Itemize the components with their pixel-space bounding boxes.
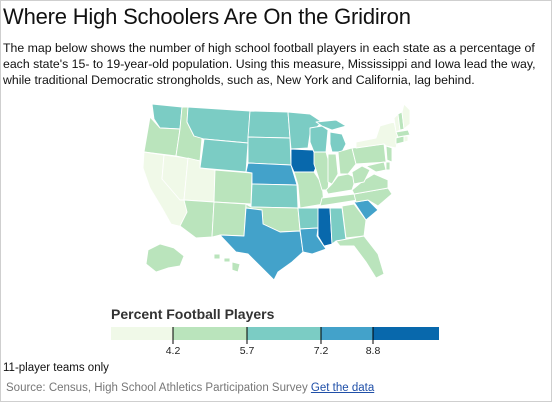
state-hi-2[interactable]	[223, 257, 231, 263]
state-ri[interactable]	[403, 135, 409, 143]
state-hi-1[interactable]	[213, 253, 221, 260]
legend-title: Percent Football Players	[111, 306, 275, 322]
state-mi[interactable]	[329, 131, 347, 153]
state-de[interactable]	[385, 161, 391, 171]
legend-tick-label-4: 8.8	[366, 345, 381, 355]
state-wi[interactable]	[309, 125, 329, 153]
graphic-title: Where High Schoolers Are On the Gridiron	[3, 4, 411, 29]
legend-tick-label-1: 4.2	[166, 345, 181, 355]
legend-swatch-2	[173, 327, 247, 340]
legend-tick-label-3: 7.2	[314, 345, 329, 355]
state-co[interactable]	[213, 169, 253, 205]
get-the-data-link[interactable]: Get the data	[310, 382, 375, 394]
state-me[interactable]	[401, 104, 410, 130]
state-ks[interactable]	[250, 183, 299, 209]
state-nj[interactable]	[385, 145, 393, 163]
state-il[interactable]	[313, 151, 331, 191]
state-ny[interactable]	[355, 121, 399, 149]
state-tx[interactable]	[219, 207, 304, 280]
state-fl[interactable]	[335, 235, 385, 279]
footnote: 11-player teams only	[3, 362, 109, 374]
state-ar[interactable]	[297, 207, 321, 230]
state-mn[interactable]	[287, 111, 323, 150]
state-nd[interactable]	[247, 110, 291, 139]
legend-swatch-3	[247, 327, 321, 340]
source-line: Source: Census, High School Athletics Pa…	[6, 382, 374, 394]
state-wv[interactable]	[351, 165, 371, 185]
state-ky[interactable]	[325, 173, 357, 195]
state-ms[interactable]	[317, 207, 333, 247]
state-ma[interactable]	[395, 129, 410, 138]
graphic-description: The map below shows the number of high s…	[3, 41, 536, 87]
state-ak[interactable]	[145, 243, 185, 273]
state-in[interactable]	[327, 153, 339, 185]
state-hi-3[interactable]	[231, 261, 241, 273]
legend-swatch-1	[111, 327, 173, 340]
state-wy[interactable]	[199, 138, 249, 173]
state-ga[interactable]	[341, 203, 367, 239]
state-az[interactable]	[179, 199, 215, 239]
us-choropleth-map	[142, 104, 410, 280]
state-sd[interactable]	[247, 136, 292, 166]
legend-swatch-4	[321, 327, 373, 340]
state-oh[interactable]	[337, 147, 357, 175]
state-mi-up[interactable]	[315, 119, 347, 131]
state-nm[interactable]	[211, 201, 247, 238]
state-ne[interactable]	[245, 162, 298, 186]
source-text: Source: Census, High School Athletics Pa…	[6, 382, 308, 394]
legend-tick-label-2: 5.7	[240, 345, 255, 355]
legend-swatch-5	[373, 327, 439, 340]
color-legend: 4.2 5.7 7.2 8.8	[111, 327, 439, 355]
